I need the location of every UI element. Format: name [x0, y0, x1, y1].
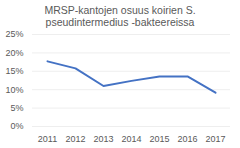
svg-text:2011: 2011 — [38, 134, 57, 144]
svg-text:2013: 2013 — [93, 134, 113, 144]
svg-text:2015: 2015 — [149, 134, 169, 144]
svg-text:5%: 5% — [10, 103, 23, 113]
svg-text:20%: 20% — [5, 48, 23, 58]
html-text:MRSP-kantojen osuus koirien S.: MRSP-kantojen osuus koirien S. pseudinte… — [44, 4, 196, 28]
svg-text:10%: 10% — [5, 85, 23, 95]
svg-text:15%: 15% — [5, 66, 23, 76]
svg-text:2016: 2016 — [177, 134, 197, 144]
svg-text:0%: 0% — [10, 121, 23, 131]
svg-text:2014: 2014 — [121, 134, 141, 144]
svg-text:25%: 25% — [5, 29, 23, 39]
svg-text:2012: 2012 — [65, 134, 85, 144]
svg-text:2017: 2017 — [205, 134, 225, 144]
